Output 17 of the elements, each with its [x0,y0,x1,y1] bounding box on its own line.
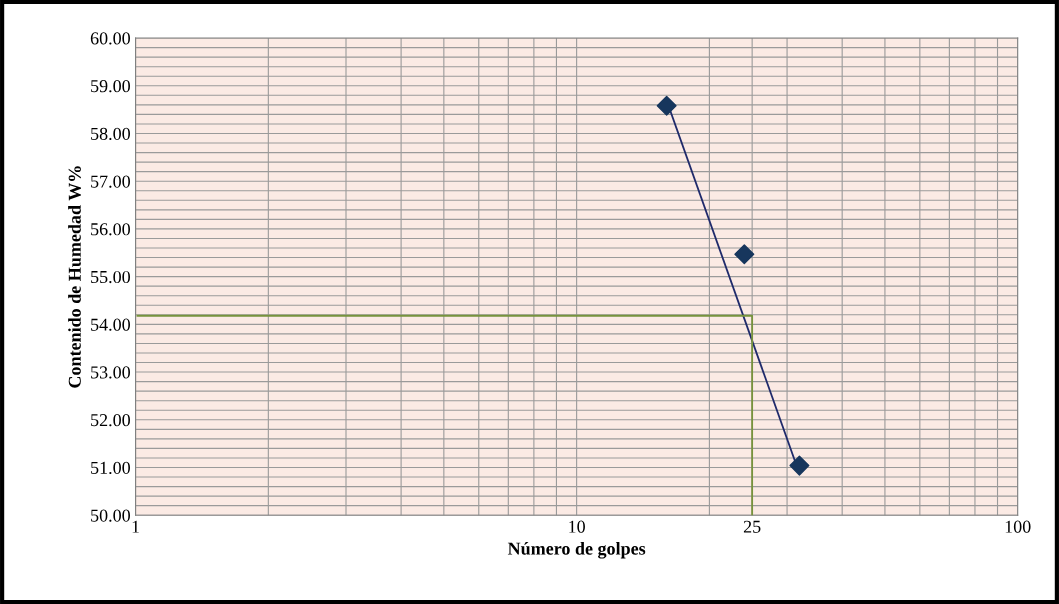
y-tick-label: 53.00 [91,366,130,379]
y-tick-label: 50.00 [91,509,130,522]
x-tick-label: 25 [743,520,761,533]
y-tick-label: 51.00 [91,461,130,475]
x-axis-title: Número de golpes [507,542,646,559]
x-tick-label: 100 [1005,520,1031,533]
y-axis-title: Contenido de Humedad W% [68,166,81,388]
x-tick-label: 10 [569,520,585,533]
y-tick-label: 55.00 [91,270,130,284]
y-tick-label: 60.00 [90,32,130,45]
y-tick-label: 52.00 [91,414,130,427]
y-tick-label: 59.00 [91,80,130,93]
y-tick-label: 57.00 [91,175,130,188]
y-tick-label: 56.00 [91,223,130,236]
y-tick-label: 54.00 [91,318,130,331]
x-tick-label: 1 [132,520,139,533]
y-tick-label: 58.00 [91,127,130,141]
